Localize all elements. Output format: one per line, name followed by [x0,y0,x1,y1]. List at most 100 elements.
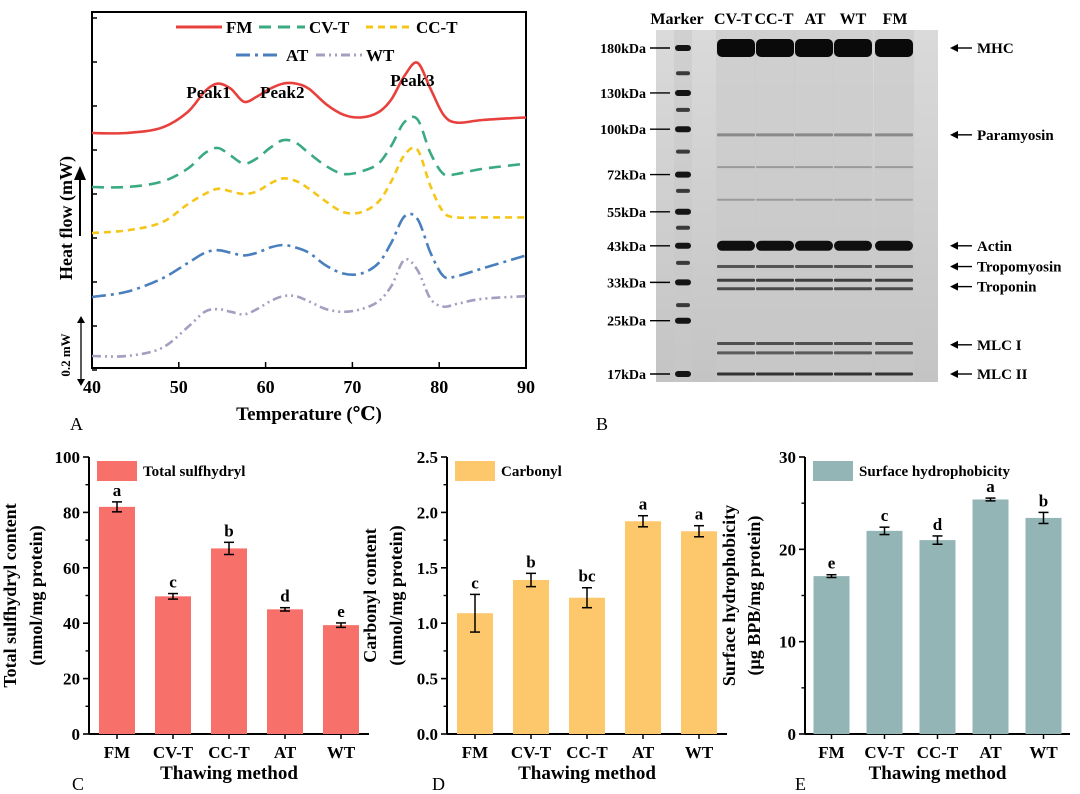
sample-band [795,39,833,57]
y-tick-label: 0 [72,725,81,744]
marker-band [675,171,691,178]
significance-letter: b [526,552,535,571]
dsc-right-ticks [92,17,97,371]
y-tick-label: 1.0 [417,614,438,633]
sample-band [756,287,794,291]
sample-band [834,341,872,345]
lane-label-cv-t: CV-T [714,11,752,28]
dsc-curve-cc-t [91,146,526,235]
sample-band [717,39,755,57]
sample-band [875,166,913,169]
sample-band [717,240,755,251]
marker-band-minor [676,188,690,193]
band-arrowhead [950,44,958,52]
x-tick-label: CV-T [864,743,905,762]
sample-band [795,133,833,137]
legend-label-at: AT [286,46,309,65]
y-tick-label: 40 [63,614,80,633]
gel-lane-labels: Marker CV-T CC-T AT WT FM [650,11,907,28]
sample-band [875,39,913,57]
sample-band [834,240,872,251]
bar-cv-t [513,579,549,734]
sample-band [834,278,872,282]
y-tick-label: 2.5 [417,448,438,467]
band-label-mhc: MHC [977,41,1014,57]
bar-cv-t [866,530,903,734]
x-tick-label: CV-T [511,743,552,762]
band-arrowhead [950,370,958,378]
y-tick-label: 0.0 [417,725,438,744]
dsc-x-tick-label: 50 [170,377,188,397]
marker-label: 72kDa [607,169,646,184]
significance-letter: c [471,573,479,592]
marker-label: 25kDa [607,315,646,330]
marker-label: 43kDa [607,240,646,255]
x-tick-label: FM [818,743,844,762]
y-axis-label-line2: (nmol/mg protein) [386,525,407,665]
significance-letter: e [828,554,836,573]
sample-band [875,133,913,137]
gel-lane-cc-t [755,30,795,382]
marker-label: 100kDa [600,123,646,138]
lane-label-wt: WT [840,11,867,28]
sample-band [756,351,794,355]
band-label-mlc-i: MLC I [977,338,1022,354]
sulfhydryl-bar-chart: 0 20 40 60 80 100 a FM c CV-T b CC-T d AT e WT Total sul… [0,448,369,784]
legend-label-wt: WT [366,46,395,65]
sample-band [795,265,833,269]
x-axis-label: Thawing method [518,763,656,784]
legend-label: Total sulfhydryl [143,464,245,480]
sample-band [875,287,913,291]
lane-label-marker: Marker [650,11,703,28]
bar-cc-t [569,597,605,734]
x-tick-label: WT [327,743,356,762]
sample-band [875,240,913,251]
significance-letter: e [337,602,345,621]
dsc-legend: FM CV-T CC-T AT WT [176,18,458,65]
marker-label: 180kDa [600,42,646,57]
band-arrowhead [950,130,958,139]
bar-at [972,499,1009,734]
dsc-y-axis-label: Heat flow (mW) [56,156,77,280]
lane-label-at: AT [804,11,825,28]
marker-band-minor [676,225,690,230]
dsc-peak-label: Peak1 [186,83,230,102]
x-tick-label: CC-T [208,743,250,762]
x-axis-label: Thawing method [869,763,1007,784]
dsc-x-axis-ticks: 40 50 60 70 80 90 [83,362,535,397]
dsc-thermogram-panel: 40 50 60 70 80 90 Peak1 Peak2 Peak3 FM CV-T CC-T A… [56,11,535,434]
dsc-curve-at [91,212,527,299]
sample-band [875,198,913,201]
scale-bar-label: 0.2 mW [58,333,73,376]
gel-marker-labels: 180kDa 130kDa 100kDa 72kDa 55kDa 43kDa 33kDa 25… [600,42,670,383]
gel-lane-fm [874,30,914,382]
bar-at [625,521,661,734]
scale-bar [77,316,85,386]
gel-lane-at [794,30,834,382]
marker-band [675,242,691,249]
y-axis-label-line2: (μg BPB/mg protein) [744,516,765,676]
sample-band [795,240,833,251]
significance-letter: d [933,515,943,534]
x-tick-label: FM [104,743,130,762]
legend-label-cv-t: CV-T [309,18,350,37]
panel-letter-e: E [795,774,806,794]
x-tick-label: AT [632,743,655,762]
dsc-curve-wt [91,257,527,358]
bar-fm [457,613,493,734]
band-label-tropomyosin: Tropomyosin [977,260,1062,276]
x-tick-label: WT [685,743,714,762]
carbonyl-bar-chart: 0.0 0.5 1.0 1.5 2.0 2.5 c FM b CV-T bc CC-T a AT a WT Ca… [360,448,727,784]
sample-band [834,287,872,291]
y-tick-label: 30 [779,448,796,467]
sample-band [756,341,794,345]
dsc-peak-labels: Peak1 Peak2 Peak3 [186,71,434,102]
sample-band [834,39,872,57]
sample-band [795,278,833,282]
sample-band [717,341,755,345]
significance-letter: b [1039,491,1048,510]
significance-letter: a [986,477,995,496]
sample-band [834,351,872,355]
marker-band [675,208,691,215]
sample-band [756,198,794,201]
